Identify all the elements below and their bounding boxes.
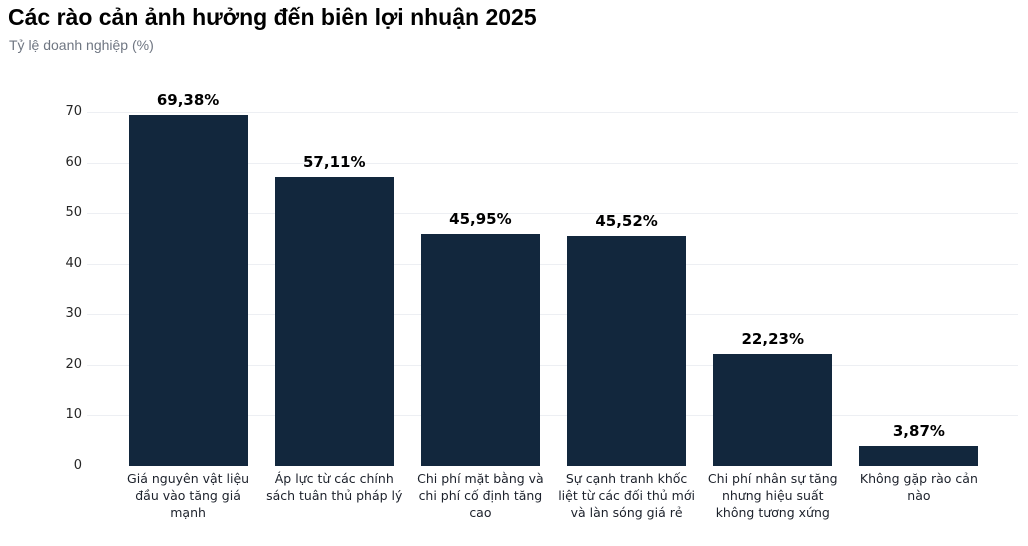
gridline: [87, 263, 1018, 265]
gridline: [87, 112, 1018, 113]
bar-value-label: 22,23%: [741, 329, 804, 348]
y-axis-tick-label: 20: [65, 356, 82, 372]
bar: [713, 353, 833, 466]
gridline: [87, 364, 1018, 366]
bar: [128, 115, 248, 466]
bar-value-label: 3,87%: [892, 422, 945, 441]
bar-value-label: 57,11%: [303, 153, 366, 172]
bar: [567, 235, 687, 466]
x-axis-category-label: Sự cạnh tranh khốc liệt từ các đối thủ m…: [558, 471, 695, 520]
gridline: [87, 314, 1018, 316]
bar-value-label: 69,38%: [156, 91, 220, 110]
x-axis-category-label: Không gặp rào cản nào: [859, 471, 978, 503]
gridline: [87, 162, 1018, 164]
y-axis-tick-label: 0: [73, 458, 82, 473]
gridline: [87, 415, 1018, 417]
chart-subtitle: Tỷ lệ doanh nghiệp (%): [9, 37, 154, 53]
y-axis-tick-label: 60: [65, 154, 82, 170]
bar: [859, 446, 979, 466]
x-axis-category-label: Giá nguyên vật liệu đầu vào tăng giá mạn…: [127, 471, 250, 520]
gridline: [87, 213, 1018, 215]
bar: [420, 233, 540, 466]
bar-value-label: 45,52%: [595, 211, 658, 230]
x-axis-category-label: Áp lực từ các chính sách tuân thủ pháp l…: [266, 471, 403, 503]
y-axis-tick-label: 50: [65, 205, 82, 221]
bar: [274, 177, 394, 466]
x-axis-category-label: Chi phí mặt bằng và chi phí cố định tăng…: [417, 471, 544, 520]
chart-title: Các rào cản ảnh hưởng đến biên lợi nhuận…: [8, 4, 537, 30]
y-axis-tick-label: 70: [65, 104, 82, 119]
x-axis-category-label: Chi phí nhân sự tăng nhưng hiệu suất khô…: [707, 471, 838, 520]
y-axis-tick-label: 40: [65, 255, 82, 271]
bar-value-label: 45,95%: [449, 209, 512, 228]
y-axis-tick-label: 30: [65, 306, 82, 322]
y-axis-tick-label: 10: [65, 407, 82, 423]
